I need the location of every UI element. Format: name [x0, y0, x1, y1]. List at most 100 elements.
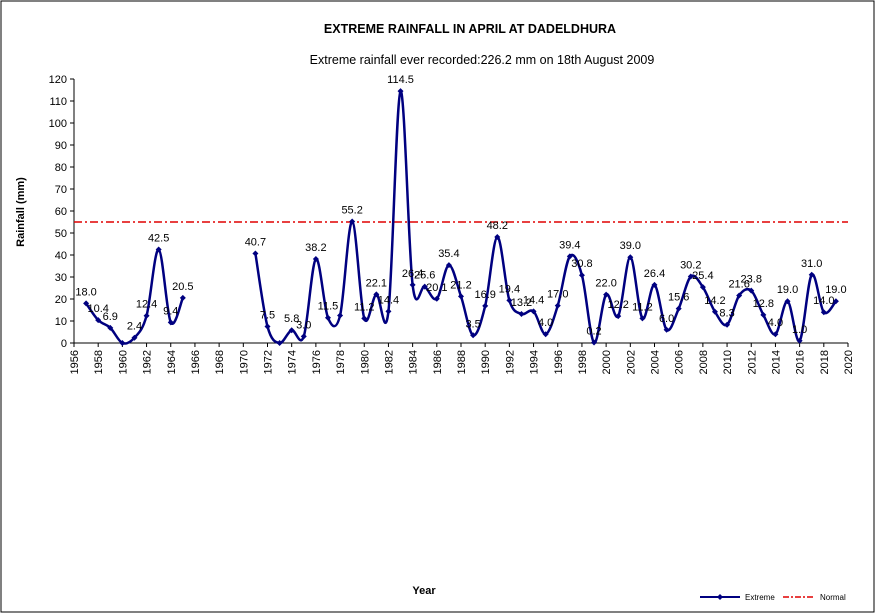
x-axis-label: Year [412, 585, 436, 597]
point-marker [445, 262, 452, 269]
data-label: 23.8 [741, 274, 762, 286]
point-marker [482, 302, 489, 309]
y-tick-label: 80 [55, 162, 67, 174]
point-marker [337, 312, 344, 319]
point-marker [603, 291, 610, 298]
point-marker [591, 339, 598, 346]
y-tick-label: 60 [55, 206, 67, 218]
point-marker [95, 317, 102, 324]
point-marker [324, 314, 331, 321]
data-label: 8.3 [719, 308, 734, 320]
point-marker [264, 323, 271, 330]
data-label: 39.0 [620, 240, 641, 252]
data-label: 17.0 [547, 289, 568, 301]
x-tick-label: 1992 [504, 350, 516, 374]
point-marker [361, 315, 368, 322]
legend-label: Normal [820, 593, 846, 602]
x-tick-label: 2004 [650, 350, 662, 374]
data-label: 11.5 [318, 301, 339, 313]
point-marker [107, 324, 114, 331]
point-marker [518, 310, 525, 317]
x-tick-label: 2020 [843, 350, 855, 374]
point-marker [276, 340, 283, 346]
x-tick-label: 1986 [432, 350, 444, 374]
x-tick-label: 1966 [190, 350, 202, 374]
point-marker [83, 300, 90, 307]
data-label: 20.1 [426, 282, 447, 294]
x-tick-label: 2010 [722, 350, 734, 374]
x-tick-label: 1980 [359, 350, 371, 374]
point-marker [554, 302, 561, 309]
data-label: 19.4 [499, 283, 520, 295]
x-tick-label: 1962 [142, 350, 154, 374]
x-tick-label: 1994 [529, 350, 541, 374]
point-marker [675, 305, 682, 312]
point-marker [748, 287, 755, 294]
data-label: 31.0 [801, 258, 822, 270]
point-marker [578, 272, 585, 279]
data-label: 26.4 [644, 268, 665, 280]
data-label: 11.2 [354, 301, 375, 313]
point-marker [615, 313, 622, 320]
x-tick-label: 1984 [408, 350, 420, 374]
point-marker [639, 315, 646, 322]
chart-title: EXTREME RAINFALL IN APRIL AT DADELDHURA [324, 22, 616, 36]
point-marker [494, 233, 501, 240]
point-marker [119, 340, 126, 346]
data-label: 20.5 [172, 281, 193, 293]
point-marker [397, 88, 404, 95]
point-marker [724, 321, 731, 328]
x-tick-label: 1978 [335, 350, 347, 374]
data-label: 22.0 [595, 278, 616, 290]
point-marker [312, 255, 319, 262]
legend-label: Extreme [745, 593, 775, 602]
point-marker [300, 333, 307, 340]
x-tick-label: 1988 [456, 350, 468, 374]
data-label: 7.5 [260, 310, 275, 322]
data-label: 0.2 [586, 326, 601, 338]
y-tick-label: 100 [49, 118, 67, 130]
data-label: 9.4 [163, 305, 178, 317]
data-label: 1.0 [792, 324, 807, 336]
x-tick-label: 1982 [383, 350, 395, 374]
point-marker [796, 337, 803, 344]
x-tick-label: 1976 [311, 350, 323, 374]
y-tick-label: 110 [49, 96, 67, 108]
point-marker [385, 308, 392, 315]
point-marker [506, 297, 513, 304]
point-marker [699, 284, 706, 291]
data-label: 13.2 [511, 297, 532, 309]
data-label: 15.6 [668, 292, 689, 304]
x-tick-label: 1990 [480, 350, 492, 374]
point-marker [784, 298, 791, 305]
data-label: 18.0 [75, 286, 96, 298]
y-tick-label: 40 [55, 250, 67, 262]
x-tick-label: 1972 [263, 350, 275, 374]
x-tick-label: 2014 [770, 350, 782, 374]
data-label: 19.0 [777, 284, 798, 296]
point-marker [832, 298, 839, 305]
x-tick-label: 2006 [674, 350, 686, 374]
y-tick-label: 10 [55, 316, 67, 328]
point-marker [349, 218, 356, 225]
chart-subtitle: Extreme rainfall ever recorded:226.2 mm … [310, 53, 655, 67]
point-marker [530, 308, 537, 315]
data-label: 6.9 [103, 311, 118, 323]
x-tick-label: 2016 [795, 350, 807, 374]
data-label: 25.4 [692, 270, 713, 282]
point-marker [651, 281, 658, 288]
data-label: 22.1 [366, 277, 387, 289]
data-label: 48.2 [487, 220, 508, 232]
data-label: 25.6 [414, 270, 435, 282]
x-tick-label: 2008 [698, 350, 710, 374]
point-marker [155, 246, 162, 253]
data-label: 2.4 [127, 321, 142, 333]
data-label: 39.4 [559, 239, 580, 251]
data-label: 12.4 [136, 299, 157, 311]
x-tick-label: 1998 [577, 350, 589, 374]
point-marker [252, 250, 259, 257]
data-label: 12.8 [753, 298, 774, 310]
point-marker [288, 327, 295, 334]
